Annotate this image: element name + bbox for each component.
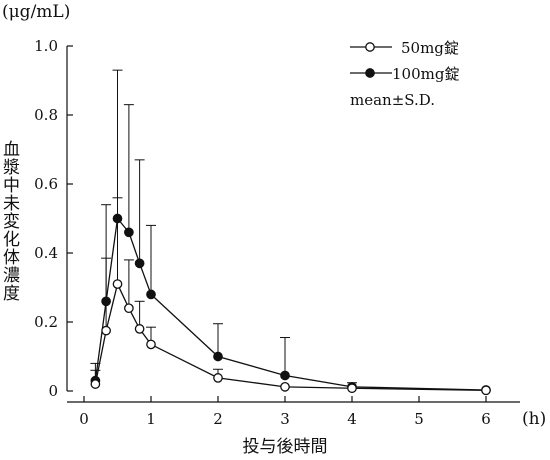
x-axis-unit: (h) <box>522 409 546 429</box>
legend: 50mg錠 100mg錠 mean±S.D. <box>350 39 459 109</box>
data-point-50mg <box>280 382 290 392</box>
legend-label-50mg: 50mg錠 <box>401 39 459 57</box>
y-tick-label: 0.6 <box>34 175 58 193</box>
y-tick-label: 0.8 <box>34 106 58 124</box>
data-point-50mg <box>90 379 101 389</box>
y-axis-title: 血漿中未変化体濃度 <box>0 140 20 302</box>
data-point-100mg <box>101 296 111 307</box>
data-point-50mg <box>213 373 223 383</box>
y-axis-ticks: 0 0.2 0.4 0.6 0.8 1.0 <box>34 37 73 400</box>
x-tick-label: 1 <box>146 410 156 428</box>
x-tick-label: 5 <box>414 410 424 428</box>
data-point-50mg <box>101 325 111 336</box>
y-tick-label: 0.2 <box>34 313 58 331</box>
data-point-50mg <box>124 303 134 314</box>
y-tick-label: 0.4 <box>34 244 58 262</box>
legend-label-100mg: 100mg錠 <box>392 65 459 83</box>
x-tick-label: 6 <box>481 410 491 428</box>
y-tick-label: 0 <box>48 382 58 400</box>
series-line-100mg <box>94 216 487 391</box>
legend-note: mean±S.D. <box>350 91 435 109</box>
data-point-50mg <box>347 383 357 394</box>
x-tick-label: 4 <box>347 410 357 428</box>
data-point-100mg <box>134 258 145 269</box>
data-point-50mg <box>134 324 145 334</box>
legend-marker-50mg <box>365 42 375 52</box>
data-point-50mg <box>112 279 123 289</box>
y-axis-unit: (μg/mL) <box>2 2 70 22</box>
x-axis-title: 投与後時間 <box>243 437 328 457</box>
x-tick-label: 0 <box>79 410 89 428</box>
plot-area <box>90 69 491 396</box>
data-point-50mg <box>481 385 491 396</box>
data-point-100mg <box>124 227 134 238</box>
legend-marker-100mg <box>365 68 375 78</box>
series-line-50mg <box>94 282 487 391</box>
data-point-100mg <box>213 351 223 362</box>
data-point-100mg <box>280 370 290 381</box>
x-tick-label: 3 <box>280 410 290 428</box>
data-point-100mg <box>146 289 156 300</box>
data-point-50mg <box>146 339 156 350</box>
y-tick-label: 1.0 <box>34 37 58 55</box>
data-point-100mg <box>112 213 123 224</box>
x-axis-ticks: 0 1 2 3 4 5 6 <box>79 396 491 428</box>
x-tick-label: 2 <box>213 410 223 428</box>
